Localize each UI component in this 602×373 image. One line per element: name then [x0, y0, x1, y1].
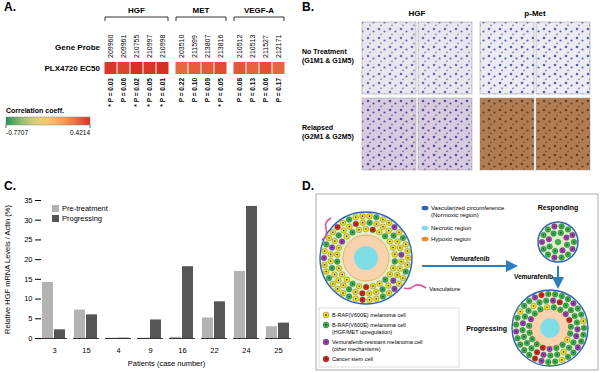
html-text:Progressing: Progressing [62, 214, 102, 223]
svg-text:212171: 212171 [275, 35, 282, 58]
svg-text:P = 0.06: P = 0.06 [262, 78, 269, 103]
svg-text:B-RAF(V600E) melanoma cell: B-RAF(V600E) melanoma cell [332, 312, 406, 318]
svg-text:P = 0.09: P = 0.09 [204, 78, 211, 103]
svg-text:9: 9 [148, 346, 152, 355]
svg-text:209960: 209960 [107, 35, 114, 58]
svg-text:Cancer stem cell: Cancer stem cell [332, 356, 373, 362]
svg-text:* P = 0.02: * P = 0.02 [133, 78, 140, 107]
svg-text:209961: 209961 [120, 35, 127, 58]
svg-text:3: 3 [52, 346, 56, 355]
svg-text:-0.7707: -0.7707 [6, 129, 28, 136]
svg-text:VEGF-A: VEGF-A [244, 6, 274, 15]
svg-text:* P = 0.01: * P = 0.01 [159, 78, 166, 107]
svg-text:213816: 213816 [217, 35, 224, 58]
svg-text:HGF: HGF [128, 6, 145, 15]
svg-text:Vemurafenib: Vemurafenib [450, 255, 489, 262]
svg-text:HGF: HGF [409, 9, 426, 18]
svg-text:Gene Probe: Gene Probe [55, 43, 100, 52]
svg-text:(G2M1 & G2M5): (G2M1 & G2M5) [302, 133, 354, 141]
html-text:Pre-treatment: Pre-treatment [62, 204, 108, 213]
svg-text:p-Met: p-Met [524, 9, 546, 18]
svg-text:210997: 210997 [146, 35, 153, 58]
svg-text:Necrotic region: Necrotic region [431, 225, 471, 231]
svg-text:4: 4 [116, 346, 120, 355]
svg-text:30: 30 [24, 216, 32, 225]
svg-text:(G1M1 & G1M5): (G1M1 & G1M5) [302, 57, 354, 65]
svg-text:P = 0.13: P = 0.13 [249, 78, 256, 103]
svg-text:5: 5 [28, 314, 32, 323]
svg-text:24: 24 [242, 346, 250, 355]
svg-text:Vascularized circumference: Vascularized circumference [431, 205, 505, 211]
svg-text:No Treatment: No Treatment [302, 48, 347, 55]
svg-text:213807: 213807 [204, 35, 211, 58]
svg-text:Vemurafenib: Vemurafenib [514, 273, 553, 280]
svg-text:210512: 210512 [236, 35, 243, 58]
svg-text:16: 16 [178, 346, 186, 355]
svg-text:* P = 0.05: * P = 0.05 [146, 78, 153, 107]
html-text:B.: B. [302, 0, 314, 14]
html-text:C.: C. [4, 179, 16, 193]
svg-text:203510: 203510 [178, 35, 185, 58]
svg-text:35: 35 [24, 196, 32, 205]
svg-text:(other mechanisms): (other mechanisms) [332, 346, 381, 352]
svg-text:(HGF/MET upregulation): (HGF/MET upregulation) [332, 329, 392, 335]
svg-text:25: 25 [274, 346, 282, 355]
svg-text:* P = 0.03: * P = 0.03 [107, 78, 114, 107]
svg-text:MET: MET [193, 6, 210, 15]
svg-text:211527: 211527 [262, 35, 269, 58]
svg-text:* P = 0.05: * P = 0.05 [217, 78, 224, 107]
svg-text:0.4214: 0.4214 [70, 129, 90, 136]
html-text:D.: D. [302, 179, 314, 193]
svg-text:20: 20 [24, 255, 32, 264]
svg-text:P = 0.22: P = 0.22 [178, 78, 185, 103]
svg-text:(Normoxic region): (Normoxic region) [431, 212, 479, 218]
svg-text:Progressing: Progressing [466, 325, 507, 333]
svg-text:210513: 210513 [249, 35, 256, 58]
svg-text:Responding: Responding [538, 204, 578, 212]
svg-text:P = 0.06: P = 0.06 [120, 78, 127, 103]
svg-text:25: 25 [24, 235, 32, 244]
svg-text:Correlation coeff.: Correlation coeff. [6, 107, 64, 114]
svg-text:Vasculature: Vasculature [429, 286, 461, 292]
svg-text:22: 22 [210, 346, 218, 355]
svg-text:P = 0.17: P = 0.17 [275, 78, 282, 103]
svg-text:0: 0 [28, 334, 32, 343]
svg-text:Vemurafenib-resistant melanoma: Vemurafenib-resistant melanoma cell [332, 339, 423, 345]
svg-text:Patients (case number): Patients (case number) [128, 359, 206, 368]
svg-text:210755: 210755 [133, 35, 140, 58]
svg-text:P = 0.08: P = 0.08 [236, 78, 243, 103]
svg-text:Relapsed: Relapsed [302, 124, 333, 132]
svg-text:P = 0.10: P = 0.10 [191, 78, 198, 103]
svg-text:Relative HGF mRNA Levels / Act: Relative HGF mRNA Levels / Actin (%) [3, 205, 12, 334]
svg-text:PLX4720 EC50: PLX4720 EC50 [44, 64, 100, 73]
svg-text:211599: 211599 [191, 35, 198, 58]
svg-text:Hypoxic region: Hypoxic region [431, 236, 471, 242]
svg-text:210998: 210998 [159, 35, 166, 58]
svg-text:15: 15 [82, 346, 90, 355]
svg-text:15: 15 [24, 275, 32, 284]
svg-text:10: 10 [24, 294, 32, 303]
svg-text:B-RAF(V600E) melanoma cell: B-RAF(V600E) melanoma cell [332, 322, 406, 328]
html-text:A.: A. [4, 0, 16, 14]
